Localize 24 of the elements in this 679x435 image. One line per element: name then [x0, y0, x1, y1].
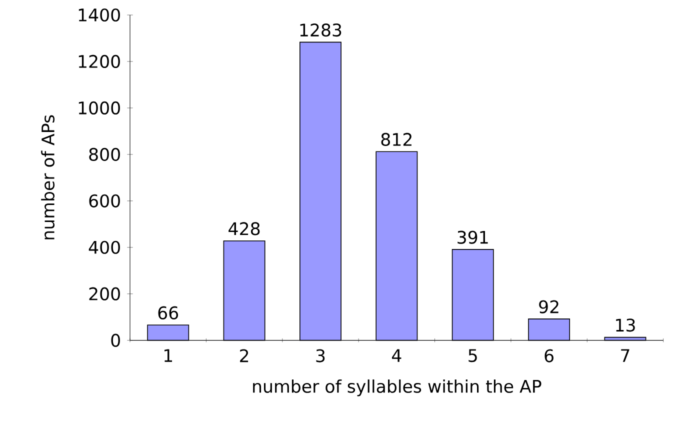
- x-tick-label: 4: [392, 349, 402, 362]
- y-tick-label: 1000: [78, 101, 120, 115]
- data-label: 66: [158, 306, 178, 320]
- data-label: 92: [539, 300, 558, 314]
- x-tick-label: 2: [240, 349, 248, 362]
- data-label: 428: [228, 222, 260, 236]
- data-label: 812: [381, 132, 412, 146]
- y-tick-label: 200: [89, 287, 120, 300]
- y-tick-label: 1200: [78, 54, 120, 68]
- x-tick-label: 5: [468, 349, 477, 362]
- y-tick-label: 1400: [78, 8, 120, 22]
- y-tick-label: 400: [88, 240, 120, 254]
- y-tick-label: 600: [89, 194, 120, 208]
- x-axis-title: number of syllables within the AP: [253, 379, 542, 396]
- x-tick-label: 6: [544, 349, 554, 362]
- y-axis-title: number of APs: [41, 115, 55, 240]
- x-tick-label: 3: [316, 349, 325, 362]
- y-tick-label: 0: [111, 334, 120, 347]
- y-tick-label: 800: [89, 148, 120, 161]
- x-tick-label: 7: [621, 349, 630, 362]
- data-label: 391: [458, 230, 488, 244]
- x-tick-label: 1: [164, 349, 172, 362]
- data-label: 13: [616, 318, 635, 332]
- data-label: 1283: [300, 23, 342, 37]
